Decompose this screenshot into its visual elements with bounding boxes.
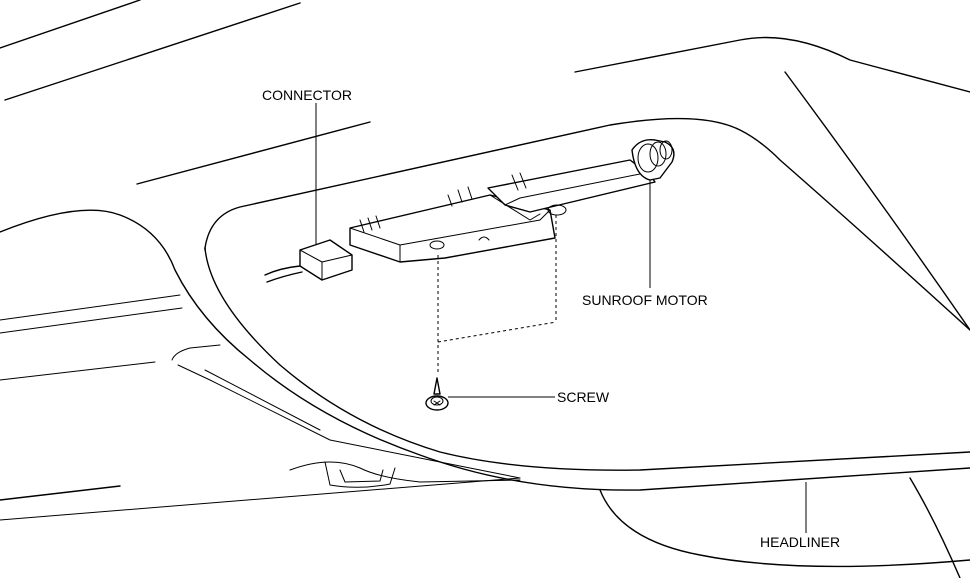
install-guides bbox=[437, 215, 557, 372]
headliner-shape bbox=[0, 209, 970, 579]
sunroof-opening bbox=[204, 117, 970, 471]
sunroof-motor-label: SUNROOF MOTOR bbox=[582, 292, 708, 308]
headliner-label: HEADLINER bbox=[760, 534, 841, 550]
connector-part bbox=[264, 239, 353, 283]
roof-lines bbox=[0, 0, 970, 331]
motor-part bbox=[349, 139, 675, 263]
left-trim bbox=[0, 294, 521, 521]
screw-part bbox=[425, 377, 449, 411]
screw-label: SCREW bbox=[557, 389, 610, 405]
leader-lines bbox=[315, 103, 807, 533]
connector-label: CONNECTOR bbox=[262, 87, 352, 103]
